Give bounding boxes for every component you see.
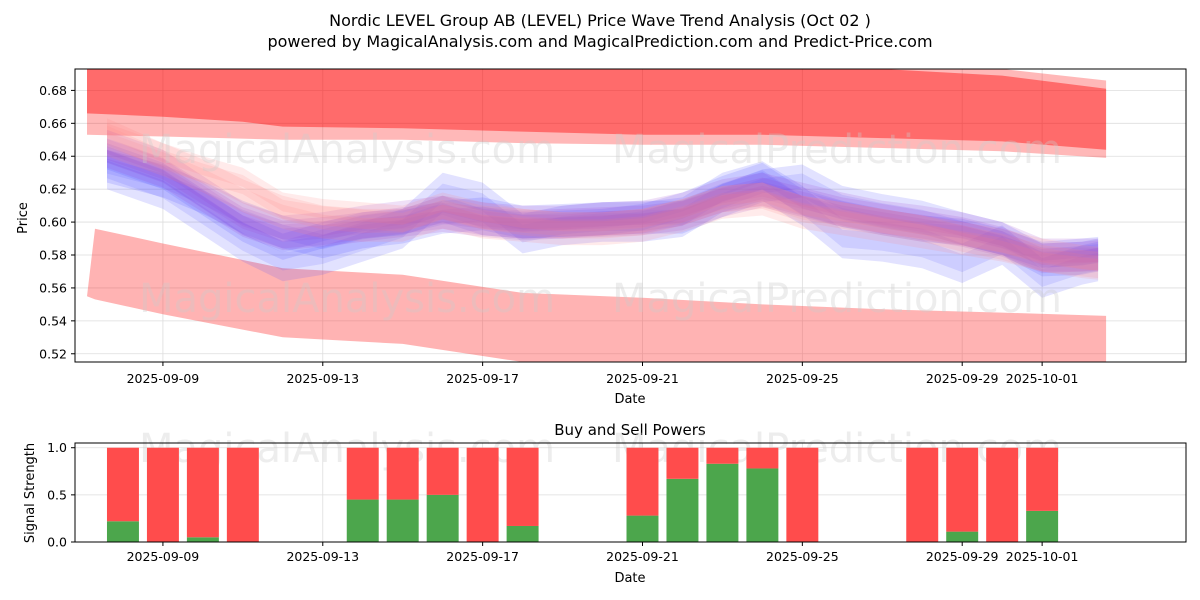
watermark-2: MagicalPrediction.com xyxy=(612,127,1062,173)
price-y-label: Price xyxy=(16,202,31,234)
price-y-ticks: 0.52 0.54 0.56 0.58 0.60 0.62 0.64 0.66 0.68 xyxy=(39,83,75,361)
signal-x-tick-label: 2025-09-09 xyxy=(127,549,200,564)
sell-bar xyxy=(386,447,419,500)
price-y-tick-label: 0.64 xyxy=(39,149,67,164)
sell-bar xyxy=(426,447,459,495)
price-x-tick-label: 2025-09-13 xyxy=(286,371,359,386)
signal-y-ticks: 0.0 0.5 1.0 xyxy=(47,440,75,550)
signal-x-tick-label: 2025-09-17 xyxy=(446,549,519,564)
watermark-1: MagicalAnalysis.com xyxy=(139,127,555,173)
price-marks xyxy=(87,69,1107,362)
sell-bar xyxy=(946,447,979,532)
buy-bar xyxy=(706,463,739,542)
wave-core-blue-2 xyxy=(107,160,1099,287)
buy-bar xyxy=(946,531,979,542)
wave-blue-3 xyxy=(107,143,1099,269)
sell-bar xyxy=(706,447,739,464)
wave-blue-2 xyxy=(107,149,1099,298)
signal-x-ticks: 2025-09-09 2025-09-13 2025-09-17 2025-09-21… xyxy=(127,542,1079,564)
signal-x-tick-label: 2025-09-25 xyxy=(766,549,839,564)
signal-x-label: Date xyxy=(614,571,645,586)
price-y-tick-label: 0.66 xyxy=(39,116,67,131)
sell-bar xyxy=(146,447,179,542)
buy-bar xyxy=(186,537,219,542)
upper-band xyxy=(87,69,1107,150)
wave-pink-2 xyxy=(107,123,1099,280)
signal-x-tick-label: 2025-10-01 xyxy=(1006,549,1079,564)
sell-bar xyxy=(666,447,699,479)
signal-chart: Buy and Sell Powers MagicalAnalysis.com … xyxy=(23,421,1187,586)
wave-purple-2 xyxy=(107,129,1099,272)
sell-bar xyxy=(1026,447,1059,511)
sell-bar xyxy=(506,447,539,526)
sell-bar xyxy=(186,447,219,538)
signal-plot-frame xyxy=(74,442,1187,543)
price-y-tick-label: 0.56 xyxy=(39,280,67,295)
wave-pink-1 xyxy=(107,118,1099,279)
price-x-tick-label: 2025-09-09 xyxy=(127,371,200,386)
watermark-4: MagicalPrediction.com xyxy=(612,276,1062,322)
buy-bar xyxy=(746,468,779,542)
price-x-ticks: 2025-09-09 2025-09-13 2025-09-17 2025-09-21… xyxy=(127,362,1079,386)
signal-x-tick-label: 2025-09-13 xyxy=(286,549,359,564)
sell-bar xyxy=(986,447,1019,542)
sell-bar xyxy=(226,447,259,542)
wave-purple-1 xyxy=(107,138,1099,274)
chart-subtitle: powered by MagicalAnalysis.com and Magic… xyxy=(267,32,932,51)
sell-bar xyxy=(746,447,779,469)
signal-y-tick-label: 1.0 xyxy=(47,440,67,455)
price-plot-area xyxy=(75,69,1186,362)
signal-y-tick-label: 0.5 xyxy=(47,487,67,502)
price-y-tick-label: 0.54 xyxy=(39,313,67,328)
price-plot-frame xyxy=(74,68,1187,363)
buy-bar xyxy=(426,494,459,542)
price-y-tick-label: 0.68 xyxy=(39,83,67,98)
signal-x-tick-label: 2025-09-21 xyxy=(606,549,679,564)
price-y-tick-label: 0.62 xyxy=(39,182,67,197)
sell-bar xyxy=(346,447,379,500)
price-x-tick-label: 2025-09-21 xyxy=(606,371,679,386)
sell-bar xyxy=(786,447,819,542)
buy-bar xyxy=(386,499,419,542)
wave-blue-1 xyxy=(107,149,1099,277)
watermark-3: MagicalAnalysis.com xyxy=(139,276,555,322)
buy-bar xyxy=(666,478,699,542)
price-y-tick-label: 0.58 xyxy=(39,248,67,263)
wave-core-blue-3 xyxy=(107,150,1099,261)
signal-title: Buy and Sell Powers xyxy=(554,421,706,439)
price-y-tick-label: 0.52 xyxy=(39,346,67,361)
price-grid xyxy=(75,69,1186,362)
price-watermarks: MagicalAnalysis.com MagicalPrediction.co… xyxy=(139,127,1062,322)
buy-bar xyxy=(346,499,379,542)
price-x-tick-label: 2025-09-17 xyxy=(446,371,519,386)
price-chart: MagicalAnalysis.com MagicalPrediction.co… xyxy=(16,68,1187,407)
sell-bar xyxy=(106,447,139,522)
price-x-tick-label: 2025-10-01 xyxy=(1006,371,1079,386)
signal-y-tick-label: 0.0 xyxy=(47,535,67,550)
price-y-tick-label: 0.60 xyxy=(39,215,67,230)
chart-title: Nordic LEVEL Group AB (LEVEL) Price Wave… xyxy=(329,11,871,30)
lower-band xyxy=(87,228,1107,362)
wave-core-blue-1 xyxy=(107,158,1099,268)
price-x-label: Date xyxy=(614,392,645,407)
buy-bar xyxy=(106,521,139,542)
upper-band-outer xyxy=(87,69,1107,158)
signal-y-label: Signal Strength xyxy=(23,443,38,543)
buy-bar xyxy=(626,515,659,542)
buy-bar xyxy=(506,525,539,542)
sell-bar xyxy=(626,447,659,516)
price-x-tick-label: 2025-09-25 xyxy=(766,371,839,386)
price-x-tick-label: 2025-09-29 xyxy=(926,371,999,386)
sell-bar xyxy=(906,447,939,542)
buy-bar xyxy=(1026,510,1059,542)
signal-bars xyxy=(106,447,1059,542)
sell-bar xyxy=(466,447,499,542)
signal-x-tick-label: 2025-09-29 xyxy=(926,549,999,564)
